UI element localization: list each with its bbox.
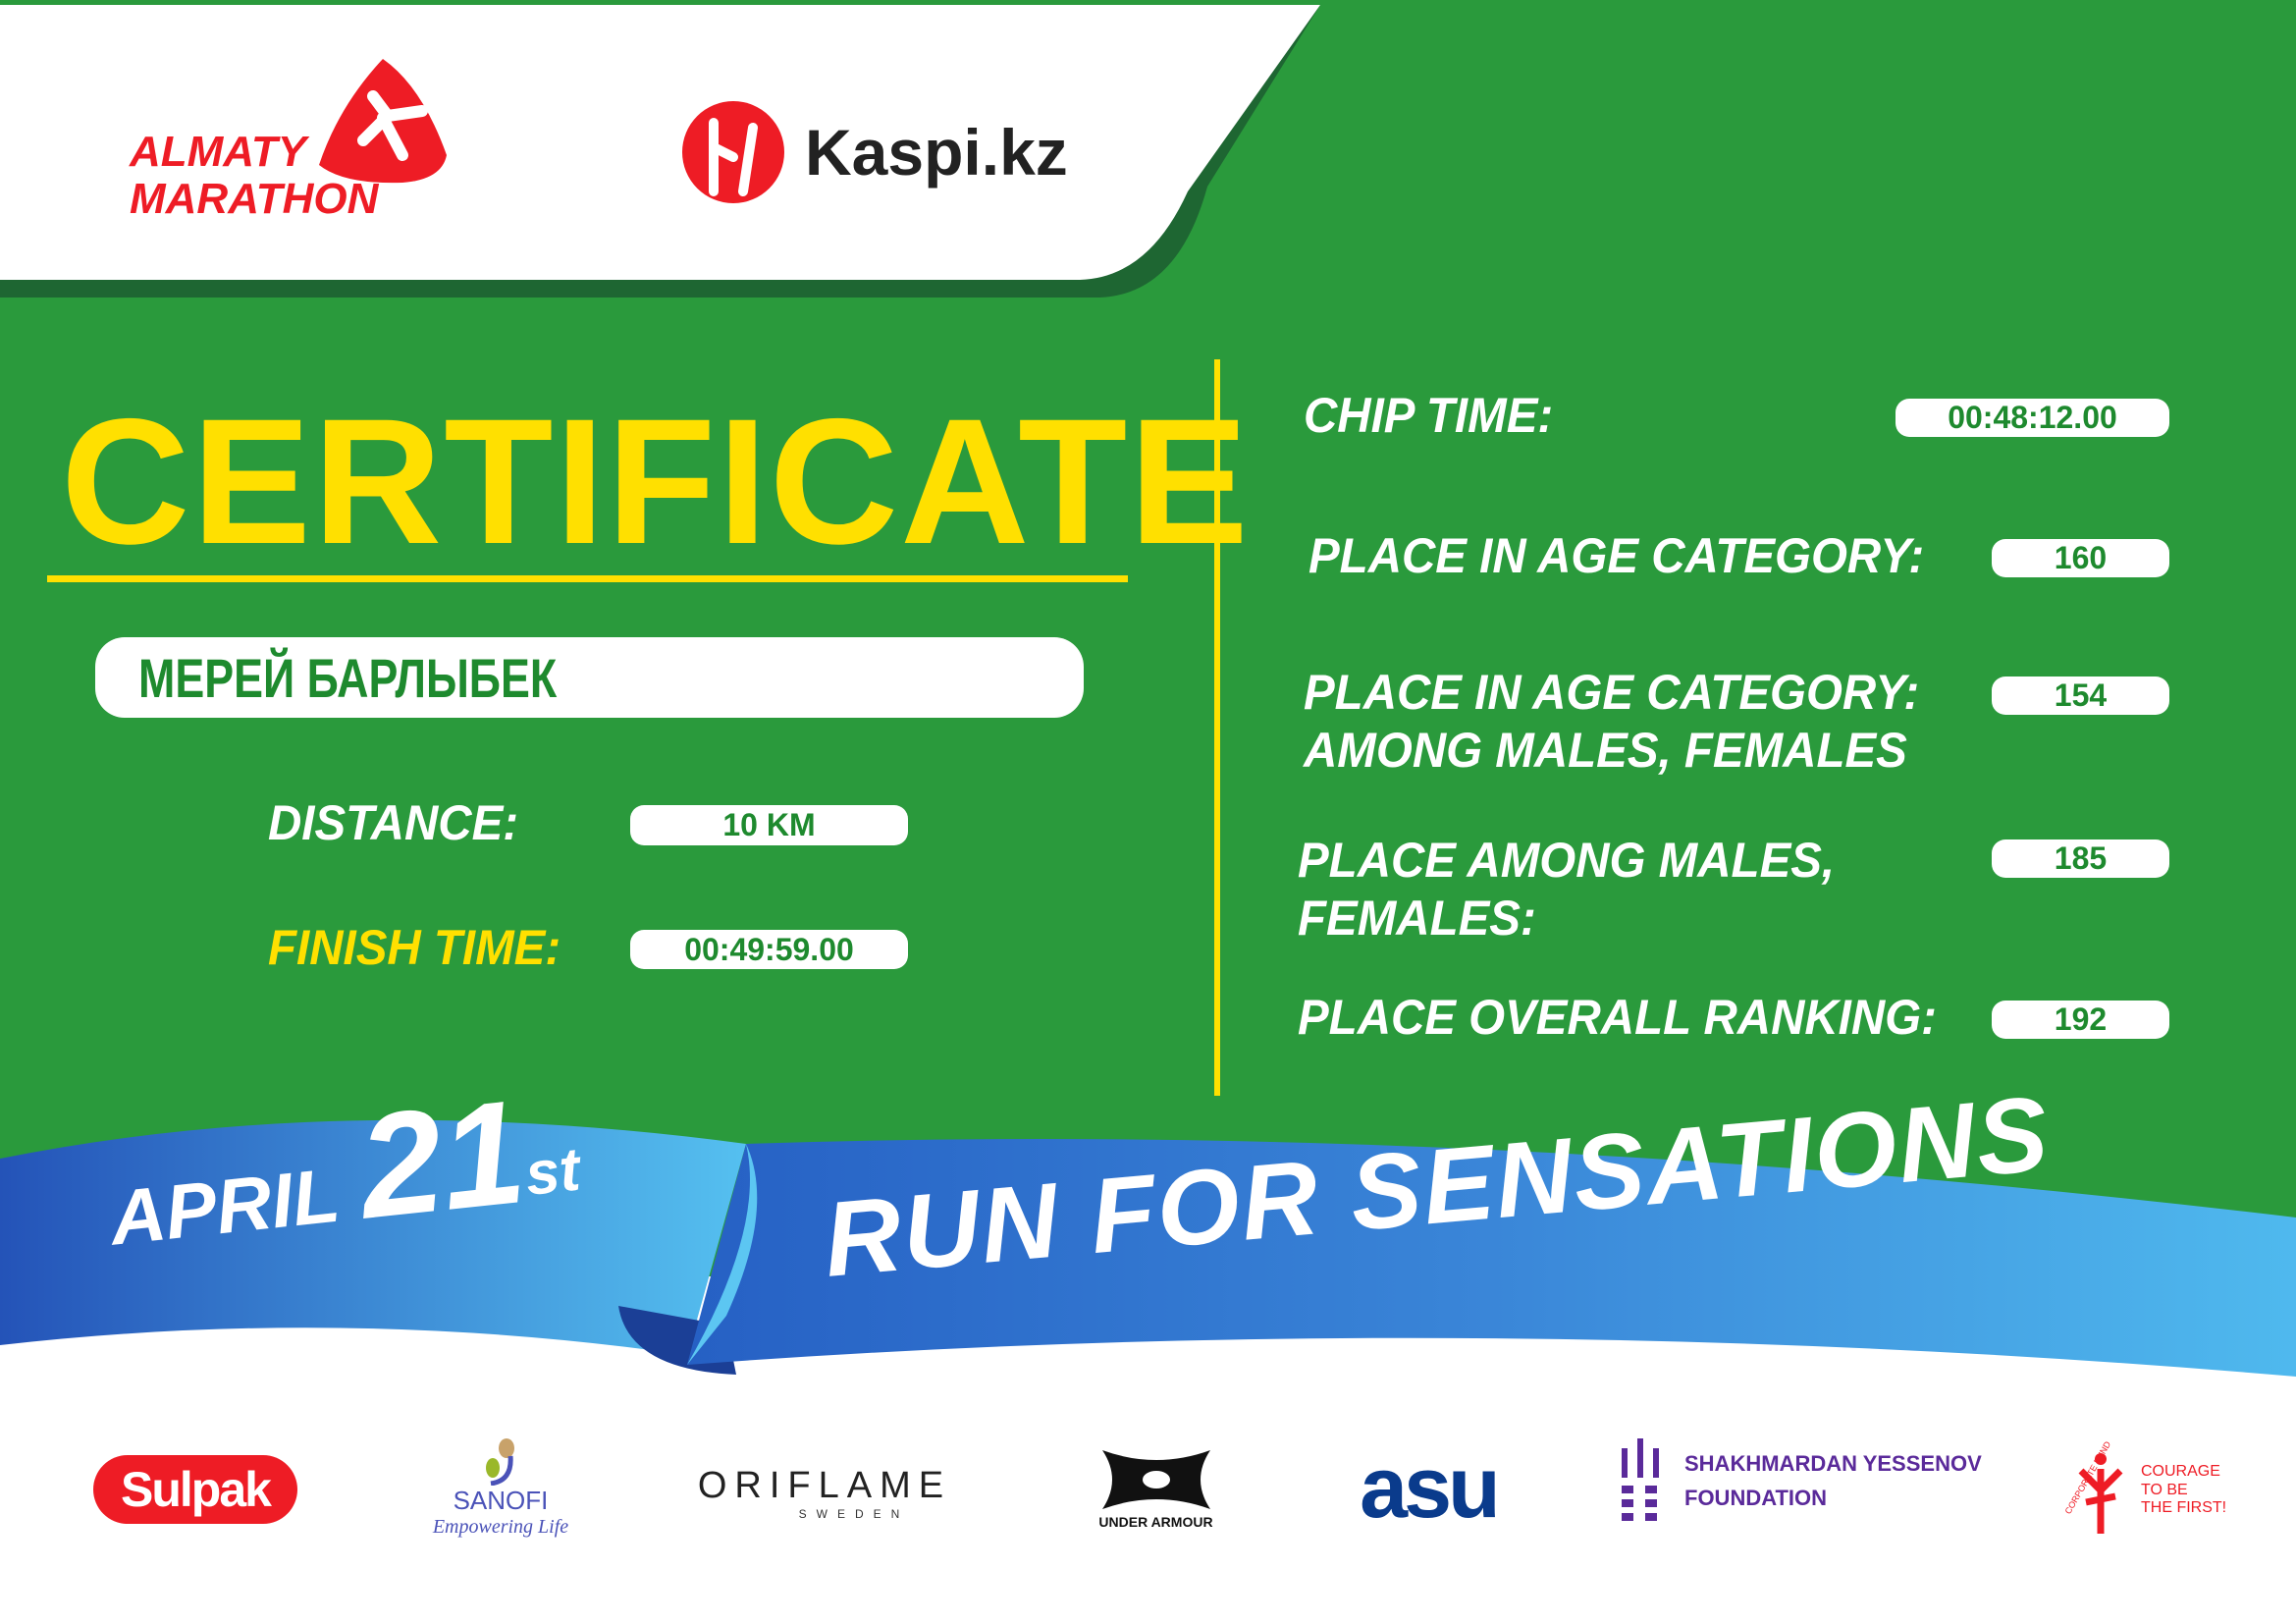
fund-text-2: TO BE [2141,1481,2188,1498]
date-suffix: st [521,1135,584,1209]
courage-fund-logo: CORPORATE FUND COURAGE TO BE THE FIRST! [2056,1439,2227,1538]
date-day: 21 [351,1068,532,1250]
participant-name-field: МЕРЕЙ БАРЛЫБЕК [95,637,1084,718]
sanofi-leaf-icon [486,1438,514,1486]
asu-text: asu [1360,1438,1501,1536]
under-armour-logo: UNDER ARMOUR [1070,1438,1242,1537]
chip-time-label: CHIP TIME: [1304,388,1554,443]
distance-value: 10 KM [630,805,908,845]
asu-logo: asu [1350,1443,1507,1532]
oriflame-logo: ORIFLAME SWEDEN [687,1463,962,1522]
fund-text-3: THE FIRST! [2141,1499,2227,1517]
yessenov-text-1: SHAKHMARDAN YESSENOV [1684,1450,1982,1476]
certificate-title: CERTIFICATE [61,381,1251,581]
date-month: APRIL [105,1151,344,1262]
overall-label: PLACE OVERALL RANKING: [1298,990,1937,1045]
sulpak-logo: Sulpak [93,1455,297,1524]
age-gender-value: 154 [1992,677,2169,715]
age-category-value: 160 [1992,539,2169,577]
participant-name: МЕРЕЙ БАРЛЫБЕК [138,646,558,709]
sanofi-text: SANOFI [453,1486,549,1515]
event-logo-text-1: ALMATY [130,128,307,176]
courage-figure-icon [2078,1453,2123,1534]
under-armour-icon [1101,1450,1210,1509]
under-armour-text: UNDER ARMOUR [1098,1514,1213,1530]
chip-time-value: 00:48:12.00 [1896,399,2169,437]
finish-time-label: FINISH TIME: [268,920,561,975]
gender-value: 185 [1992,839,2169,878]
fund-text-1: COURAGE [2141,1463,2220,1481]
sanofi-tagline: Empowering Life [432,1516,569,1538]
gender-label-2: FEMALES: [1298,891,1536,946]
kaspi-figures-icon [682,101,784,203]
yessenov-text-2: FOUNDATION [1684,1486,1828,1510]
oriflame-text: ORIFLAME [697,1464,952,1506]
age-gender-label-2: AMONG MALES, FEMALES [1304,723,1907,778]
almaty-marathon-logo: ALMATY MARATHON [128,57,461,234]
sanofi-logo: SANOFI Empowering Life [412,1429,589,1546]
age-category-label: PLACE IN AGE CATEGORY: [1308,528,1925,583]
sulpak-text: Sulpak [121,1462,272,1517]
finish-time-value: 00:49:59.00 [630,930,908,969]
kaspi-logo-text: Kaspi.kz [805,116,1068,189]
yessenov-bars-icon [1622,1438,1659,1521]
oriflame-subtext: SWEDEN [798,1506,910,1521]
distance-label: DISTANCE: [268,795,519,850]
overall-value: 192 [1992,1001,2169,1039]
yessenov-logo: SHAKHMARDAN YESSENOV FOUNDATION [1620,1438,1982,1523]
kaspi-logo: Kaspi.kz [679,98,1068,206]
runner-drop-icon [319,59,447,184]
gender-label-1: PLACE AMONG MALES, [1298,833,1836,888]
event-logo-text-2: MARATHON [130,175,379,223]
age-gender-label-1: PLACE IN AGE CATEGORY: [1304,665,1920,720]
